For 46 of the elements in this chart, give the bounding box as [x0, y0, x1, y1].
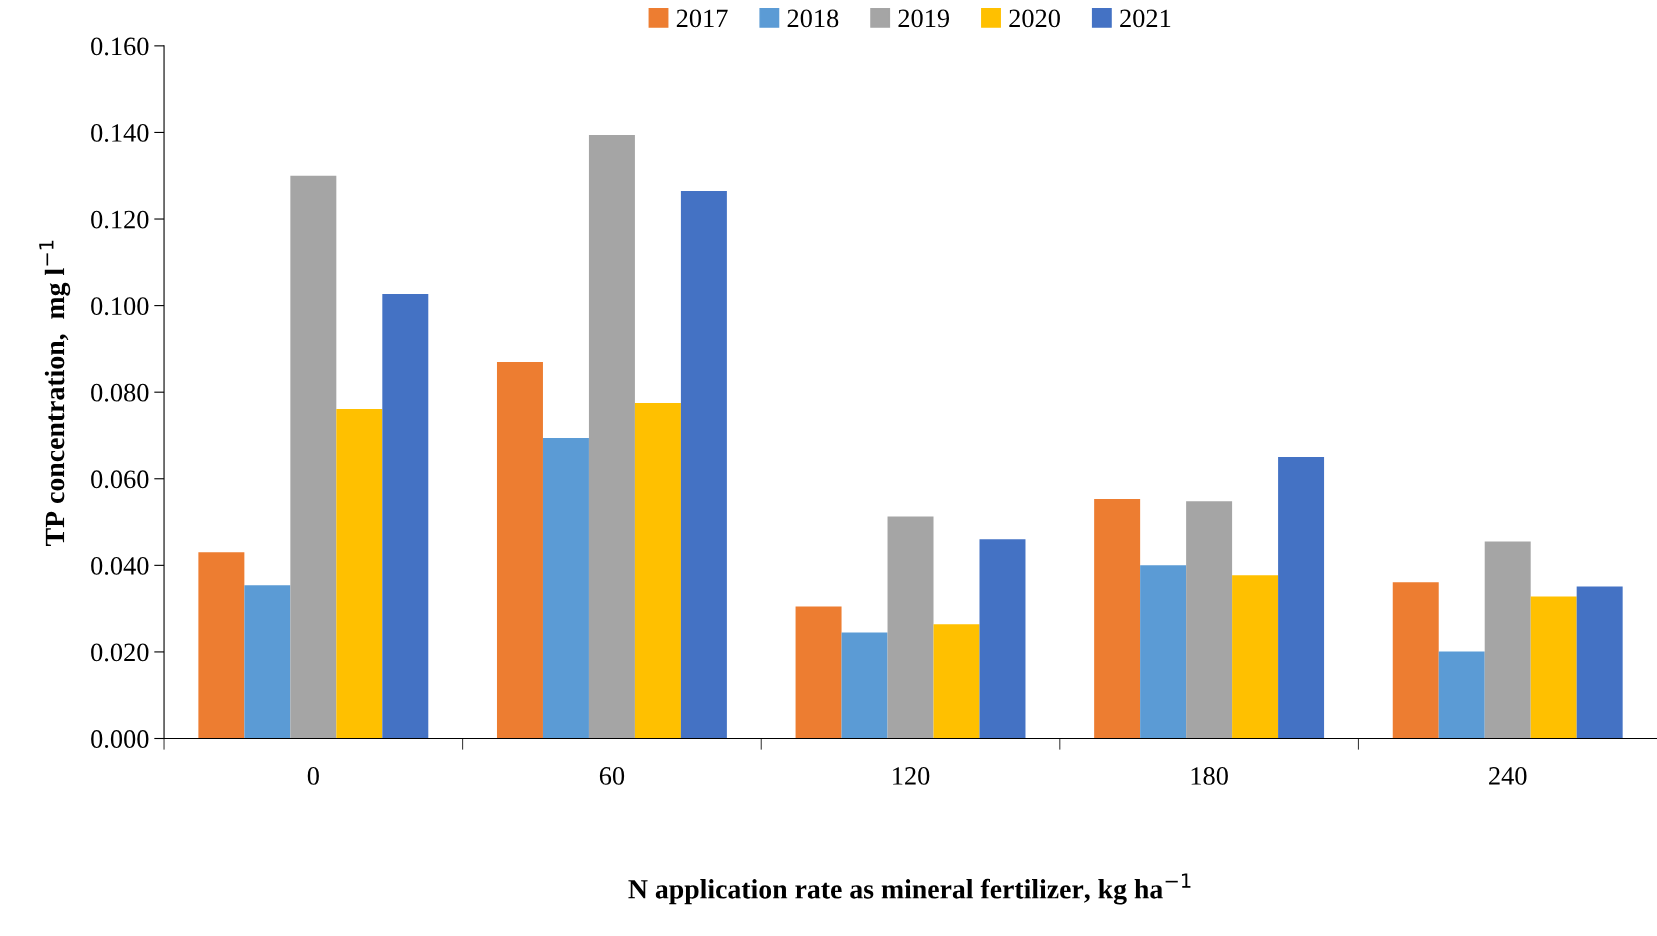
bar: [1438, 651, 1485, 739]
bar: [1392, 582, 1439, 739]
x-tick-label: 60: [599, 767, 625, 785]
bar: [933, 624, 980, 739]
legend-label: 2021: [1120, 9, 1171, 28]
x-tick-label: 240: [1489, 767, 1527, 785]
y-tick-label: 0.020: [91, 643, 149, 662]
legend-label: 2019: [898, 9, 950, 28]
y-tick-label: 0.140: [91, 124, 149, 142]
bar: [634, 403, 681, 739]
bar: [680, 190, 727, 739]
y-tick-label: 0.040: [91, 556, 149, 575]
x-tick-label: 0: [307, 767, 319, 785]
bar: [336, 409, 383, 739]
y-tick-label: 0.000: [91, 730, 149, 749]
x-axis-title: N application rate as mineral fertilizer, kg ha$^{−1}$: [628, 873, 1191, 905]
legend-label: 2017: [676, 9, 728, 28]
bar: [1576, 586, 1623, 739]
bar: [496, 361, 543, 739]
x-tick-label: 120: [893, 767, 930, 785]
bar: [588, 135, 635, 739]
x-tick-label: 180: [1191, 767, 1228, 785]
y-tick-label: 0.100: [91, 297, 149, 316]
bar: [795, 606, 842, 739]
bar: [382, 293, 429, 739]
legend-label: 2018: [787, 9, 839, 28]
bar: [841, 632, 888, 739]
bar: [1484, 541, 1531, 739]
bar: [1278, 457, 1325, 739]
y-axis-title: TP concentration, mg l$^{−1}$: [39, 240, 71, 546]
bar: [887, 516, 934, 739]
bar: [542, 438, 589, 739]
bar: [1530, 596, 1577, 739]
bar: [1094, 499, 1141, 739]
bar: [290, 175, 337, 739]
legend-label: 2020: [1009, 9, 1060, 28]
bar: [244, 585, 291, 739]
bar: [979, 539, 1026, 739]
bar: [1232, 575, 1279, 739]
y-tick-label: 0.120: [91, 210, 149, 229]
y-tick-label: 0.160: [91, 37, 149, 56]
bar: [1140, 565, 1187, 739]
y-tick-label: 0.080: [91, 383, 149, 402]
y-tick-label: 0.060: [91, 470, 149, 489]
bar: [198, 552, 245, 739]
bar: [1186, 501, 1233, 739]
